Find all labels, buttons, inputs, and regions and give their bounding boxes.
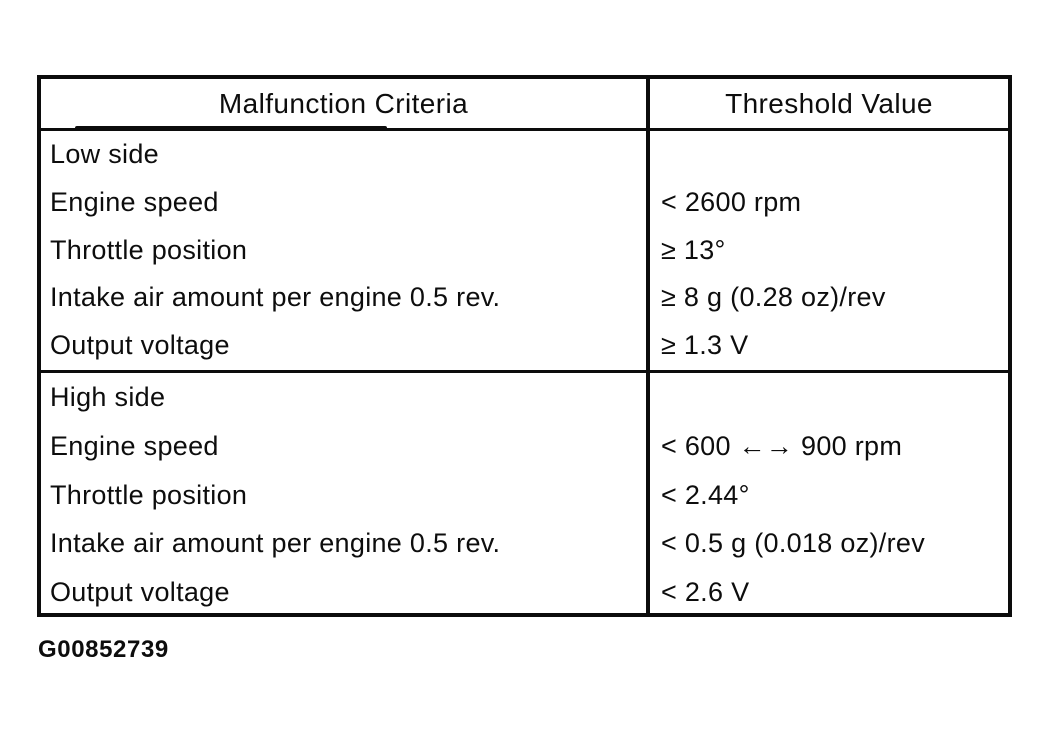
header-threshold-value: Threshold Value bbox=[725, 87, 933, 119]
threshold-line: < 2.44° bbox=[661, 479, 750, 510]
section-high-side: High side Engine speed Throttle position… bbox=[41, 373, 1008, 617]
threshold-line: < 2600 rpm bbox=[661, 186, 802, 217]
criteria-line: Intake air amount per engine 0.5 rev. bbox=[50, 528, 501, 559]
threshold-line: ≥ 1.3 V bbox=[661, 330, 749, 361]
section-title-low-side: Low side bbox=[50, 139, 159, 169]
threshold-line: < 0.5 g (0.018 oz)/rev bbox=[661, 528, 925, 559]
header-malfunction-criteria: Malfunction Criteria bbox=[41, 79, 650, 128]
criteria-line: Intake air amount per engine 0.5 rev. bbox=[50, 282, 501, 313]
threshold-cell-high-side: < 600 ←→ 900 rpm < 2.44° < 0.5 g (0.018 … bbox=[650, 373, 1008, 617]
threshold-line: ≥ 13° bbox=[661, 234, 726, 265]
figure-id-caption: G00852739 bbox=[38, 636, 169, 663]
criteria-line: Engine speed bbox=[50, 186, 219, 217]
scan-artifact bbox=[75, 126, 387, 131]
criteria-cell-low-side: Low side Engine speed Throttle position … bbox=[41, 131, 650, 370]
criteria-line: Engine speed bbox=[50, 430, 219, 461]
threshold-line: < 600 ←→ 900 rpm bbox=[661, 430, 903, 461]
threshold-line-spacer bbox=[650, 373, 1008, 422]
criteria-line: Output voltage bbox=[50, 577, 230, 608]
section-low-side: Low side Engine speed Throttle position … bbox=[41, 131, 1008, 373]
section-title-high-side: High side bbox=[50, 382, 166, 412]
threshold-line: < 2.6 V bbox=[661, 577, 750, 608]
threshold-line: ≥ 8 g (0.28 oz)/rev bbox=[661, 282, 886, 313]
criteria-line: Throttle position bbox=[50, 479, 248, 510]
criteria-line: Throttle position bbox=[50, 234, 248, 265]
threshold-line-spacer bbox=[650, 131, 1008, 179]
criteria-cell-high-side: High side Engine speed Throttle position… bbox=[41, 373, 650, 617]
malfunction-criteria-table: Malfunction Criteria Threshold Value Low… bbox=[37, 75, 1012, 617]
criteria-line: Output voltage bbox=[50, 330, 230, 361]
threshold-cell-low-side: < 2600 rpm ≥ 13° ≥ 8 g (0.28 oz)/rev ≥ 1… bbox=[650, 131, 1008, 370]
table-header-row: Malfunction Criteria Threshold Value bbox=[41, 79, 1008, 131]
